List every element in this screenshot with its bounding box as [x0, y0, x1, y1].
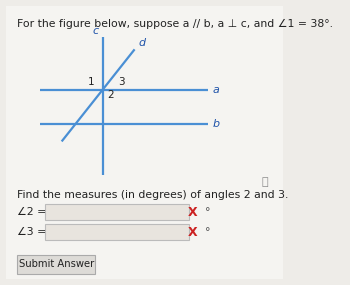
- Text: °: °: [205, 227, 211, 237]
- Text: ∠3 =: ∠3 =: [18, 227, 47, 237]
- Text: 2: 2: [107, 90, 113, 100]
- Text: 3: 3: [119, 77, 125, 87]
- Text: Submit Answer: Submit Answer: [19, 259, 94, 270]
- Text: c: c: [92, 26, 98, 36]
- Text: 1: 1: [88, 77, 95, 87]
- Text: Find the measures (in degrees) of angles 2 and 3.: Find the measures (in degrees) of angles…: [18, 190, 289, 199]
- Text: a: a: [212, 85, 219, 95]
- Text: d: d: [139, 38, 146, 48]
- Text: ⓘ: ⓘ: [261, 177, 268, 188]
- FancyBboxPatch shape: [6, 6, 283, 279]
- FancyBboxPatch shape: [45, 225, 189, 240]
- FancyBboxPatch shape: [18, 255, 95, 274]
- Text: X: X: [187, 226, 197, 239]
- FancyBboxPatch shape: [45, 205, 189, 220]
- Text: ∠2 =: ∠2 =: [18, 207, 47, 217]
- Text: X: X: [187, 206, 197, 219]
- Text: b: b: [212, 119, 219, 129]
- Text: °: °: [205, 207, 211, 217]
- Text: For the figure below, suppose a // b, a ⊥ c, and ∠1 = 38°.: For the figure below, suppose a // b, a …: [18, 19, 333, 29]
